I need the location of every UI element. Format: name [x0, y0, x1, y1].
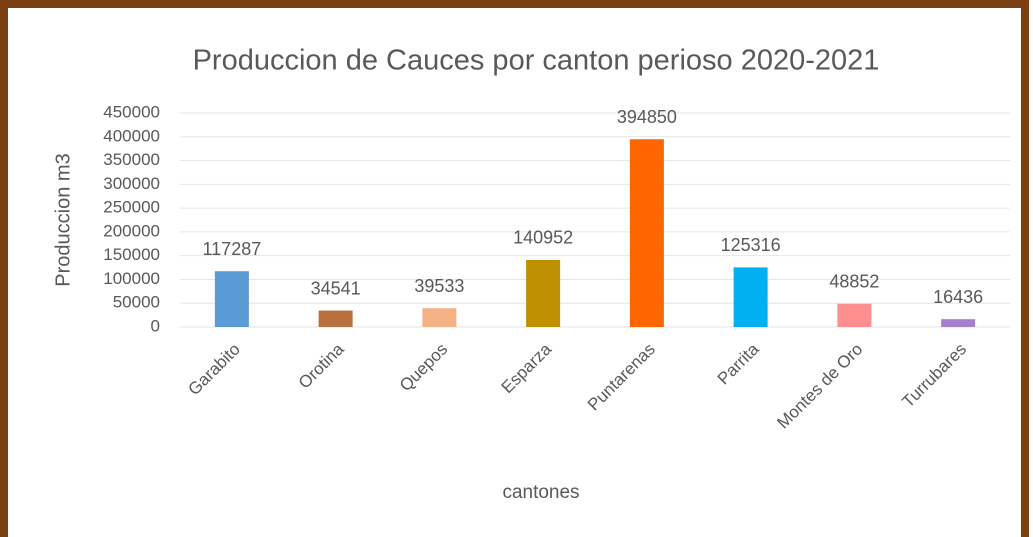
- y-tick-label: 450000: [103, 102, 160, 121]
- y-tick-label: 250000: [103, 198, 160, 217]
- data-label: 125316: [721, 235, 781, 255]
- bar: [526, 259, 561, 327]
- y-tick-label: 50000: [113, 293, 160, 312]
- y-tick-label: 0: [151, 316, 160, 335]
- data-label: 394850: [617, 107, 677, 127]
- y-tick-label: 350000: [103, 150, 160, 169]
- y-tick-label: 400000: [103, 126, 160, 145]
- bar: [214, 271, 249, 327]
- data-label: 34541: [311, 278, 361, 298]
- data-label: 16436: [933, 287, 983, 307]
- data-label: 117287: [203, 239, 262, 259]
- y-tick-label: 200000: [103, 221, 160, 240]
- y-tick-label: 300000: [103, 174, 160, 193]
- bar: [941, 319, 976, 327]
- bar: [422, 308, 457, 327]
- y-tick-label: 150000: [103, 245, 160, 264]
- y-tick-label: 100000: [103, 269, 160, 288]
- data-label: 140952: [513, 228, 573, 248]
- y-axis-title: Produccion m3: [52, 153, 74, 286]
- bar: [733, 267, 768, 327]
- bar: [837, 303, 872, 327]
- bar: [629, 139, 664, 327]
- chart-title: Produccion de Cauces por canton perioso …: [193, 45, 880, 77]
- x-axis-title: cantones: [502, 482, 579, 503]
- data-label: 48852: [829, 272, 879, 292]
- data-label: 39533: [414, 276, 464, 296]
- bar: [318, 310, 353, 327]
